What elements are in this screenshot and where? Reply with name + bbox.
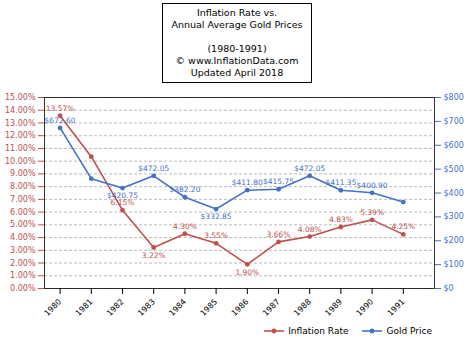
svg-text:1990: 1990 bbox=[355, 297, 376, 318]
svg-text:15.00%: 15.00% bbox=[5, 93, 36, 102]
svg-text:$200: $200 bbox=[444, 236, 464, 245]
svg-text:3.00%: 3.00% bbox=[10, 246, 36, 255]
svg-text:5.00%: 5.00% bbox=[10, 220, 36, 229]
svg-text:13.00%: 13.00% bbox=[5, 119, 36, 128]
svg-text:6.15%: 6.15% bbox=[110, 198, 135, 208]
svg-text:$0: $0 bbox=[444, 284, 454, 293]
svg-text:4.83%: 4.83% bbox=[329, 215, 353, 224]
svg-text:1985: 1985 bbox=[199, 297, 220, 318]
svg-text:1.90%: 1.90% bbox=[235, 268, 259, 277]
svg-text:$100: $100 bbox=[444, 260, 464, 269]
svg-text:4.25%: 4.25% bbox=[391, 222, 415, 231]
svg-text:$800: $800 bbox=[444, 93, 464, 102]
svg-text:1991: 1991 bbox=[386, 297, 407, 318]
svg-text:$332.85: $332.85 bbox=[201, 212, 232, 221]
svg-text:$420.75: $420.75 bbox=[107, 191, 138, 200]
svg-text:$411.35: $411.35 bbox=[325, 178, 356, 187]
svg-text:9.00%: 9.00% bbox=[10, 169, 36, 178]
svg-text:3.66%: 3.66% bbox=[267, 230, 291, 239]
svg-text:$415.75: $415.75 bbox=[263, 177, 294, 186]
svg-text:1984: 1984 bbox=[167, 297, 188, 318]
svg-text:7.00%: 7.00% bbox=[10, 195, 36, 204]
svg-text:$672.60: $672.60 bbox=[45, 116, 76, 125]
html-text:Gold Price: Gold Price bbox=[386, 326, 432, 336]
svg-text:13.57%: 13.57% bbox=[46, 104, 75, 113]
svg-text:14.00%: 14.00% bbox=[5, 106, 36, 115]
svg-text:3.55%: 3.55% bbox=[204, 231, 228, 240]
svg-text:4.30%: 4.30% bbox=[173, 222, 197, 231]
html-text:Inflation Rate: Inflation Rate bbox=[288, 326, 349, 336]
svg-text:6.00%: 6.00% bbox=[10, 208, 36, 217]
svg-text:$382.20: $382.20 bbox=[169, 185, 200, 194]
svg-text:$400: $400 bbox=[444, 189, 464, 198]
svg-text:$600: $600 bbox=[444, 141, 464, 150]
svg-text:1989: 1989 bbox=[323, 297, 344, 318]
svg-text:0.00%: 0.00% bbox=[10, 284, 36, 293]
svg-text:5.39%: 5.39% bbox=[360, 208, 384, 217]
svg-text:1.00%: 1.00% bbox=[10, 271, 36, 280]
svg-text:1988: 1988 bbox=[292, 297, 313, 318]
svg-text:$400.90: $400.90 bbox=[357, 181, 388, 190]
svg-text:1981: 1981 bbox=[74, 297, 95, 318]
svg-text:$300: $300 bbox=[444, 212, 464, 221]
svg-text:$411.80: $411.80 bbox=[232, 178, 263, 187]
svg-text:3.22%: 3.22% bbox=[142, 251, 166, 260]
svg-text:8.00%: 8.00% bbox=[10, 182, 36, 191]
svg-text:4.08%: 4.08% bbox=[298, 225, 322, 234]
svg-text:$472.05: $472.05 bbox=[138, 164, 169, 173]
svg-text:$500: $500 bbox=[444, 165, 464, 174]
svg-text:2.00%: 2.00% bbox=[10, 259, 36, 268]
svg-text:1986: 1986 bbox=[230, 297, 251, 318]
svg-text:4.00%: 4.00% bbox=[10, 233, 36, 242]
html-text:Inflation Rate vs. Annual Aver: Inflation Rate vs. Annual Average Gold P… bbox=[171, 7, 303, 78]
svg-text:11.00%: 11.00% bbox=[5, 144, 36, 153]
svg-text:1987: 1987 bbox=[261, 297, 282, 318]
svg-text:1982: 1982 bbox=[105, 297, 126, 318]
svg-text:1980: 1980 bbox=[43, 297, 64, 318]
svg-text:$472.05: $472.05 bbox=[294, 164, 325, 173]
svg-text:$700: $700 bbox=[444, 117, 464, 126]
svg-text:10.00%: 10.00% bbox=[5, 157, 36, 166]
svg-text:1983: 1983 bbox=[136, 297, 157, 318]
svg-text:12.00%: 12.00% bbox=[5, 131, 36, 140]
